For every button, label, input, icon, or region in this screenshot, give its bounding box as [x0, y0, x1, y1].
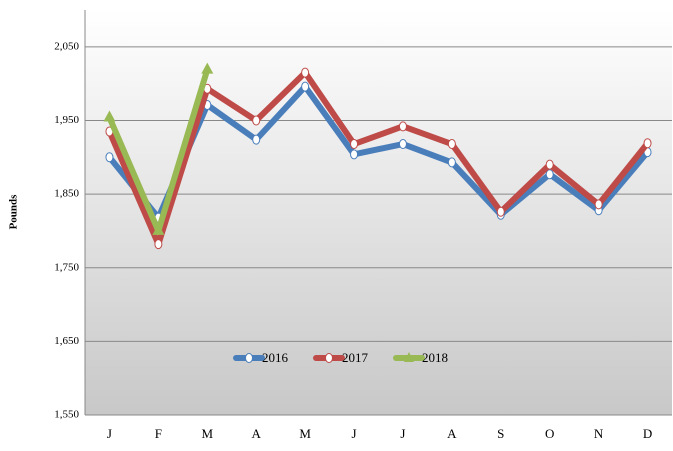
x-tick-label: S: [497, 426, 504, 441]
y-tick-label: 1,750: [54, 261, 79, 273]
x-tick-label: J: [400, 426, 405, 441]
point: [350, 149, 359, 160]
point: [398, 139, 407, 150]
point: [103, 110, 116, 122]
y-tick-label: 2,050: [54, 40, 79, 52]
point: [152, 223, 165, 235]
point: [398, 121, 407, 132]
point: [201, 62, 214, 74]
point: [643, 138, 652, 149]
point: [545, 169, 554, 180]
point: [447, 139, 456, 150]
x-tick-label: O: [545, 426, 554, 441]
legend-marker: [404, 352, 414, 362]
x-tick-label: A: [447, 426, 457, 441]
point: [105, 152, 114, 163]
x-tick-label: J: [352, 426, 357, 441]
legend-label: 2017: [342, 350, 369, 365]
point: [301, 81, 310, 92]
point: [496, 206, 505, 217]
legend-label: 2016: [262, 350, 289, 365]
point: [252, 115, 261, 126]
legend-marker: [325, 353, 333, 363]
point: [154, 239, 163, 250]
y-tick-label: 1,550: [54, 409, 79, 421]
y-axis-label: Pounds: [8, 194, 20, 230]
point: [301, 67, 310, 78]
x-tick-label: M: [202, 426, 214, 441]
point: [594, 199, 603, 210]
y-tick-label: 1,650: [54, 335, 79, 347]
x-tick-label: J: [107, 426, 112, 441]
x-tick-label: D: [643, 426, 652, 441]
plot-area: [85, 10, 672, 415]
y-tick-label: 1,950: [54, 114, 79, 126]
x-tick-label: A: [252, 426, 262, 441]
x-tick-label: N: [594, 426, 604, 441]
series-line: [106, 69, 650, 248]
point: [350, 139, 359, 150]
x-tick-label: F: [155, 426, 162, 441]
point: [545, 159, 554, 170]
legend-label: 2018: [422, 350, 448, 365]
point: [252, 134, 261, 145]
point: [447, 157, 456, 168]
y-tick-label: 1,850: [54, 188, 79, 200]
x-tick-label: M: [299, 426, 311, 441]
legend-marker: [245, 353, 253, 363]
